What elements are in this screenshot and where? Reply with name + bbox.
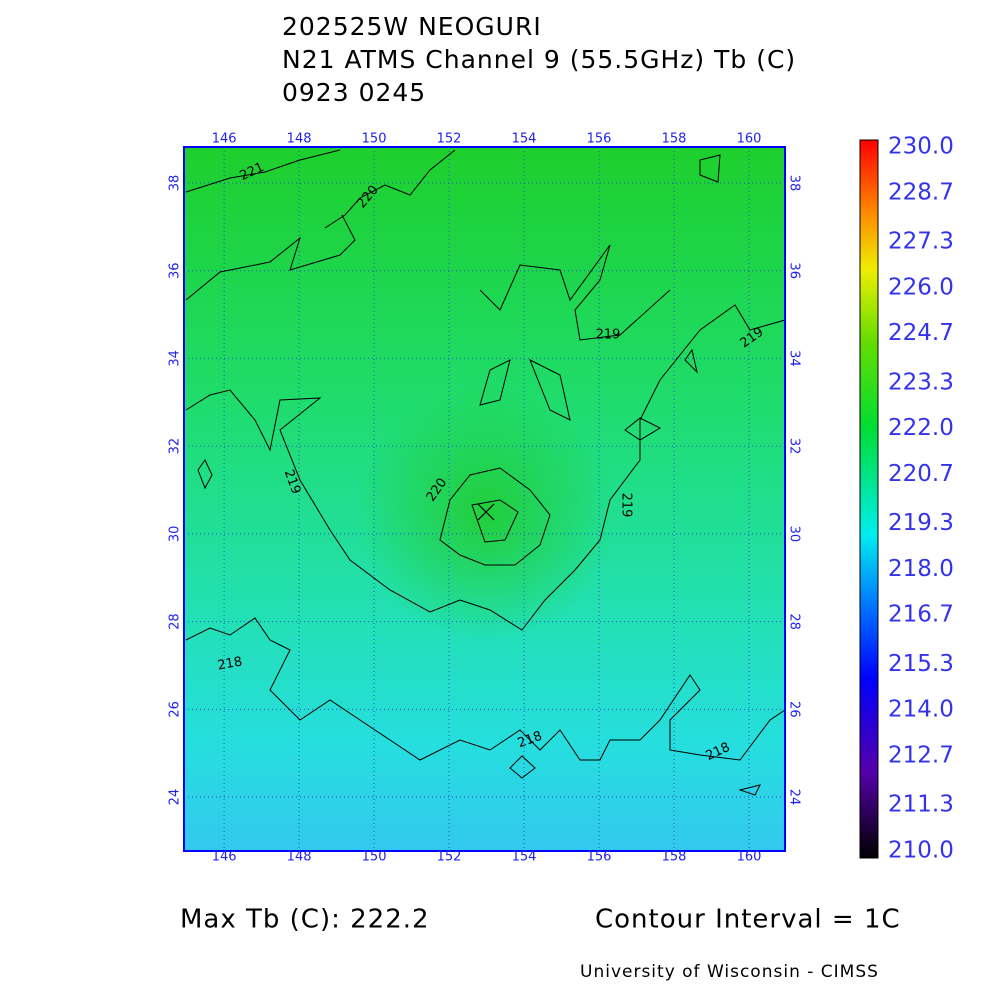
contour-label: 219	[619, 493, 634, 518]
contour	[471, 499, 519, 543]
y-tick-label: 30	[168, 526, 183, 543]
y-tick-label: 26	[787, 701, 802, 718]
colorbar-label: 220.7	[888, 461, 954, 487]
contour	[185, 214, 356, 301]
contour	[479, 358, 571, 421]
contour-label: 219	[596, 328, 621, 343]
title-line: 202525W NEOGURI	[282, 12, 542, 41]
x-tick-label: 146	[212, 132, 237, 147]
colorbar-label: 216.7	[888, 602, 954, 628]
contour	[439, 467, 551, 566]
tb-core	[184, 147, 785, 851]
y-tick-label: 24	[168, 789, 183, 806]
contour-label: 218	[216, 654, 243, 673]
x-tick-label: 150	[362, 850, 387, 865]
colorbar	[859, 139, 879, 859]
y-tick-label: 30	[787, 526, 802, 543]
colorbar-label: 230.0	[888, 134, 954, 160]
y-tick-label: 38	[168, 175, 183, 192]
colorbar-label: 226.0	[888, 274, 954, 300]
y-tick-label: 32	[168, 438, 183, 455]
colorbar-label: 218.0	[888, 556, 954, 582]
colorbar-label: 210.0	[888, 838, 954, 864]
y-tick-label: 26	[168, 701, 183, 718]
grid	[184, 147, 785, 851]
contour-interval: Contour Interval = 1C	[595, 905, 901, 935]
map-frame	[183, 146, 786, 852]
colorbar-labels: 210.0 211.3 212.7 214.0 215.3 216.7 218.0 219.3…	[888, 134, 954, 864]
contour	[324, 149, 456, 229]
contour	[479, 244, 671, 341]
x-tick-label: 160	[737, 132, 762, 147]
contour	[185, 149, 341, 193]
y-tick-label: 28	[787, 613, 802, 630]
y-tick-label: 24	[787, 789, 802, 806]
x-tick-label: 158	[662, 850, 687, 865]
colorbar-label: 224.7	[888, 320, 954, 346]
contour	[185, 304, 786, 631]
y-tick-label: 28	[168, 613, 183, 630]
x-tick-label: 146	[212, 850, 237, 865]
colorbar-label: 214.0	[888, 697, 954, 723]
colorbar-label: 228.7	[888, 179, 954, 205]
x-tick-label: 152	[437, 850, 462, 865]
x-tick-label: 148	[287, 132, 312, 147]
title-line: 0923 0245	[282, 78, 426, 107]
contour	[197, 348, 698, 490]
y-tick-label: 38	[787, 175, 802, 192]
contour	[185, 617, 786, 761]
colorbar-label: 215.3	[888, 651, 954, 677]
colorbar-label: 211.3	[888, 792, 954, 818]
x-tick-label: 156	[587, 132, 612, 147]
x-tick-label: 148	[287, 850, 312, 865]
title-line: N21 ATMS Channel 9 (55.5GHz) Tb (C)	[282, 45, 796, 74]
axis-labels: 146 146 148 148 150 150 152 152 154 154 156 156 158 1…	[168, 132, 802, 865]
titles: 202525W NEOGURI N21 ATMS Channel 9 (55.5G…	[282, 12, 796, 107]
y-tick-label: 36	[168, 262, 183, 279]
x-tick-label: 154	[512, 850, 537, 865]
y-tick-label: 34	[787, 350, 802, 367]
x-tick-label: 150	[362, 132, 387, 147]
x-tick-label: 152	[437, 132, 462, 147]
colorbar-label: 212.7	[888, 742, 954, 768]
x-tick-label: 156	[587, 850, 612, 865]
y-tick-label: 32	[787, 438, 802, 455]
max-tb: Max Tb (C): 222.2	[180, 905, 430, 935]
colorbar-label: 223.3	[888, 369, 954, 395]
colorbar-label: 219.3	[888, 510, 954, 536]
y-tick-label: 36	[787, 262, 802, 279]
contours	[185, 149, 786, 796]
credit: University of Wisconsin - CIMSS	[580, 962, 879, 982]
center-marker	[477, 503, 495, 521]
x-tick-label: 160	[737, 850, 762, 865]
y-tick-label: 34	[168, 350, 183, 367]
colorbar-label: 227.3	[888, 229, 954, 255]
colorbar-label: 222.0	[888, 415, 954, 441]
x-tick-label: 158	[662, 132, 687, 147]
contour	[509, 154, 761, 796]
x-tick-label: 154	[512, 132, 537, 147]
